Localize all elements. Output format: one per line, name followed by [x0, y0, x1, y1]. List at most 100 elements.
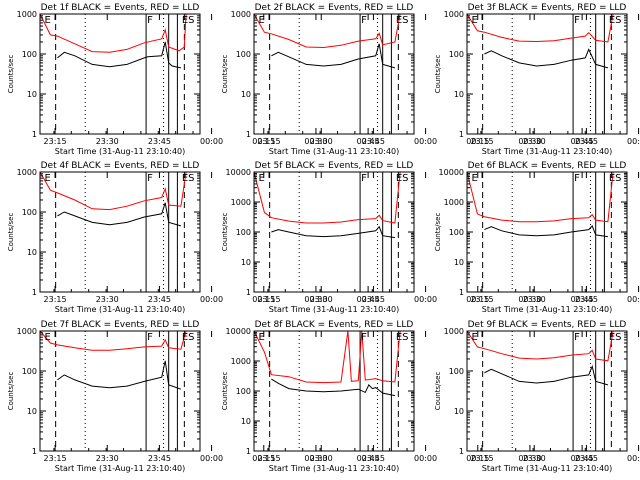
x-tick-label: 00:15 — [466, 454, 489, 463]
plot-frame — [466, 330, 628, 452]
x-tick-label: 00:15 — [252, 454, 275, 463]
state-marker-e: E — [471, 15, 477, 26]
y-tick-label: 1 — [32, 288, 37, 297]
y-tick-label: 10 — [454, 258, 464, 267]
x-tick-label: 23:15 — [44, 137, 67, 146]
state-marker-f: F — [147, 173, 153, 184]
y-tick-label: 1 — [32, 447, 37, 456]
lld-series-line — [253, 330, 401, 384]
x-tick-label: 00:15 — [252, 295, 275, 304]
y-tick-label: 1000 — [444, 327, 464, 336]
y-tick-label: 1000 — [231, 198, 251, 207]
x-axis-label: Start Time (31-Aug-11 23:10:40) — [269, 464, 400, 473]
y-tick-label: 100 — [22, 367, 37, 376]
x-tick-label: 00:00 — [200, 454, 223, 463]
x-tick-label: 00:00 — [414, 295, 437, 304]
plot-frame — [253, 171, 415, 293]
y-tick-label: 1 — [246, 130, 251, 139]
x-axis-label: Start Time (31-Aug-11 23:10:40) — [482, 147, 613, 156]
y-axis-label: Counts/sec — [221, 372, 229, 411]
state-marker-es: ES — [609, 173, 622, 184]
state-marker-es: ES — [609, 332, 622, 343]
x-tick-label: 23:45 — [148, 137, 171, 146]
x-tick-label: 23:45 — [575, 454, 598, 463]
state-marker-f: F — [147, 15, 153, 26]
state-marker-e: E — [258, 15, 264, 26]
chart-title: Det 9f BLACK = Events, RED = LLD — [468, 320, 627, 330]
chart-title: Det 2f BLACK = Events, RED = LLD — [255, 3, 414, 13]
plot-frame — [466, 171, 628, 293]
y-tick-label: 10 — [27, 248, 37, 257]
lld-series-line — [39, 330, 187, 351]
chart-panel-3: Det 3f BLACK = Events, RED = LLD 1 10 100 10… — [434, 3, 640, 156]
y-tick-label: 1000 — [444, 198, 464, 207]
chart-title: Det 5f BLACK = Events, RED = LLD — [255, 161, 414, 171]
y-tick-label: 1000 — [231, 10, 251, 19]
events-series-line — [57, 41, 182, 69]
events-series-line — [484, 364, 609, 386]
lld-series-line — [466, 330, 614, 362]
chart-panel-7: Det 7f BLACK = Events, RED = LLD11010010… — [7, 320, 380, 473]
x-tick-label: 23:15 — [258, 137, 281, 146]
plot-frame — [39, 171, 201, 293]
x-tick-label: 23:45 — [148, 454, 171, 463]
x-tick-label: 00:15 — [466, 295, 489, 304]
y-tick-label: 10 — [241, 417, 251, 426]
state-marker-f: F — [361, 332, 367, 343]
x-tick-label: 23:30 — [310, 454, 333, 463]
chart-title: Det 4f BLACK = Events, RED = LLD — [41, 161, 200, 171]
x-tick-label: 00:45 — [571, 137, 594, 146]
y-tick-label: 100 — [449, 228, 464, 237]
x-tick-label: 23:30 — [310, 295, 333, 304]
chart-panel-1: Det 1f BLACK = Events, RED = LLD11010010… — [7, 3, 380, 156]
y-tick-label: 1 — [246, 447, 251, 456]
y-axis-label: Counts/sec — [7, 372, 15, 411]
x-tick-label: 23:15 — [44, 454, 67, 463]
y-tick-label: 1 — [459, 447, 464, 456]
y-tick-label: 1000 — [17, 168, 37, 177]
x-tick-label: 23:15 — [471, 295, 494, 304]
x-tick-label: 00:00 — [200, 295, 223, 304]
state-marker-e: E — [44, 332, 50, 343]
chart-panel-4: Det 4f BLACK = Events, RED = LLD11010010… — [7, 161, 380, 314]
chart-title: Det 1f BLACK = Events, RED = LLD — [41, 3, 200, 13]
state-marker-es: ES — [182, 173, 195, 184]
state-marker-es: ES — [182, 15, 195, 26]
x-tick-label: 23:30 — [310, 137, 333, 146]
x-tick-label: 23:15 — [258, 454, 281, 463]
state-marker-e: E — [44, 15, 50, 26]
state-marker-e: E — [471, 332, 477, 343]
y-tick-label: 1000 — [231, 357, 251, 366]
x-tick-label: 00:30 — [518, 137, 541, 146]
y-axis-label: Counts/sec — [221, 55, 229, 94]
plot-frame — [253, 13, 415, 135]
chart-title: Det 6f BLACK = Events, RED = LLD — [468, 161, 627, 171]
chart-panel-9: Det 9f BLACK = Events, RED = LLD 1 10 100 10… — [434, 320, 640, 473]
x-axis-label: Start Time (31-Aug-11 23:10:40) — [482, 464, 613, 473]
y-tick-label: 1000 — [17, 10, 37, 19]
x-tick-label: 00:45 — [571, 295, 594, 304]
x-tick-label: 23:30 — [523, 137, 546, 146]
state-marker-f: F — [147, 332, 153, 343]
state-marker-f: F — [361, 173, 367, 184]
x-tick-label: 23:15 — [471, 454, 494, 463]
state-marker-e: E — [471, 173, 477, 184]
x-axis-label: Start Time (31-Aug-11 23:10:40) — [269, 147, 400, 156]
y-tick-label: 10 — [27, 90, 37, 99]
y-tick-label: 1 — [246, 288, 251, 297]
x-tick-label: 23:45 — [575, 137, 598, 146]
x-tick-label: 00:15 — [466, 137, 489, 146]
y-tick-label: 10000 — [439, 168, 464, 177]
x-tick-label: 00:00 — [414, 137, 437, 146]
x-tick-label: 23:30 — [96, 454, 119, 463]
state-marker-e: E — [258, 332, 264, 343]
y-tick-label: 10000 — [226, 168, 251, 177]
events-series-line — [57, 202, 182, 227]
x-tick-label: 00:45 — [357, 454, 380, 463]
y-tick-label: 10 — [27, 407, 37, 416]
events-series-line — [271, 225, 395, 239]
chart-panel-8: Det 8f BLACK = Events, RED = LLD11010010… — [221, 320, 594, 473]
events-series-line — [484, 224, 608, 238]
y-tick-label: 1 — [32, 130, 37, 139]
